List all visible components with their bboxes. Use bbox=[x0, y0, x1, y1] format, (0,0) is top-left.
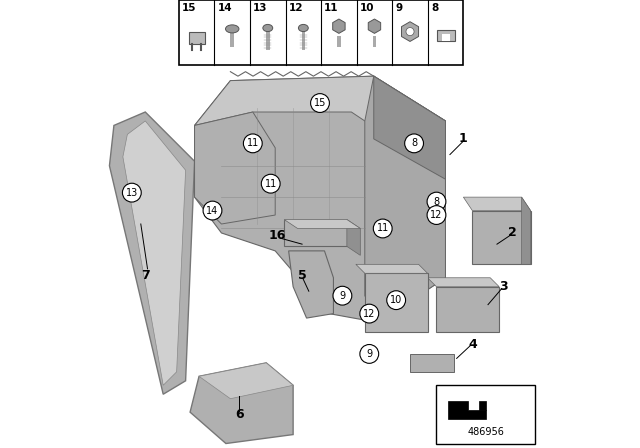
Text: 7: 7 bbox=[141, 269, 150, 282]
Polygon shape bbox=[428, 278, 499, 287]
FancyBboxPatch shape bbox=[301, 28, 305, 50]
Polygon shape bbox=[448, 401, 486, 419]
FancyBboxPatch shape bbox=[230, 29, 234, 47]
Polygon shape bbox=[463, 197, 531, 211]
Polygon shape bbox=[365, 273, 428, 332]
FancyBboxPatch shape bbox=[179, 0, 463, 65]
Text: 9: 9 bbox=[339, 291, 346, 301]
Polygon shape bbox=[472, 211, 531, 264]
FancyBboxPatch shape bbox=[372, 36, 376, 47]
Polygon shape bbox=[347, 220, 360, 255]
Polygon shape bbox=[410, 354, 454, 372]
Polygon shape bbox=[284, 220, 347, 246]
Circle shape bbox=[406, 28, 414, 36]
Text: 14: 14 bbox=[206, 206, 219, 215]
Polygon shape bbox=[195, 76, 445, 125]
Ellipse shape bbox=[298, 24, 308, 31]
Polygon shape bbox=[333, 19, 345, 34]
Text: 3: 3 bbox=[499, 280, 508, 293]
Circle shape bbox=[243, 134, 262, 153]
Text: 11: 11 bbox=[376, 224, 389, 233]
Polygon shape bbox=[190, 363, 293, 444]
Circle shape bbox=[310, 94, 330, 112]
Text: 9: 9 bbox=[396, 3, 403, 13]
Text: 13: 13 bbox=[253, 3, 268, 13]
Circle shape bbox=[404, 134, 424, 153]
Text: 8: 8 bbox=[411, 138, 417, 148]
Text: 15: 15 bbox=[182, 3, 196, 13]
Text: 6: 6 bbox=[235, 408, 244, 421]
Polygon shape bbox=[195, 112, 275, 224]
Polygon shape bbox=[365, 76, 445, 323]
Text: 4: 4 bbox=[468, 338, 477, 352]
Polygon shape bbox=[374, 76, 445, 179]
FancyBboxPatch shape bbox=[266, 28, 269, 50]
Text: 10: 10 bbox=[390, 295, 403, 305]
FancyBboxPatch shape bbox=[337, 36, 340, 47]
Circle shape bbox=[360, 345, 379, 363]
Polygon shape bbox=[123, 121, 186, 385]
Polygon shape bbox=[522, 197, 531, 264]
FancyBboxPatch shape bbox=[189, 33, 205, 44]
Text: 12: 12 bbox=[289, 3, 303, 13]
Text: 1: 1 bbox=[459, 132, 468, 146]
Circle shape bbox=[387, 291, 406, 310]
FancyBboxPatch shape bbox=[436, 30, 454, 42]
Text: 486956: 486956 bbox=[467, 427, 504, 437]
Circle shape bbox=[203, 201, 222, 220]
Polygon shape bbox=[284, 220, 360, 228]
Polygon shape bbox=[109, 112, 195, 394]
Circle shape bbox=[261, 174, 280, 193]
Circle shape bbox=[427, 206, 446, 224]
Text: 5: 5 bbox=[298, 269, 307, 282]
Polygon shape bbox=[436, 287, 499, 332]
Text: 15: 15 bbox=[314, 98, 326, 108]
Circle shape bbox=[122, 183, 141, 202]
Polygon shape bbox=[289, 251, 333, 318]
Text: 8: 8 bbox=[431, 3, 438, 13]
Polygon shape bbox=[368, 19, 381, 34]
Polygon shape bbox=[401, 22, 419, 42]
Polygon shape bbox=[199, 363, 293, 399]
FancyBboxPatch shape bbox=[436, 385, 535, 444]
Text: 8: 8 bbox=[433, 197, 440, 207]
Circle shape bbox=[427, 192, 446, 211]
Ellipse shape bbox=[225, 25, 239, 33]
Polygon shape bbox=[195, 76, 445, 323]
Text: 10: 10 bbox=[360, 3, 374, 13]
Text: 11: 11 bbox=[264, 179, 277, 189]
Text: 13: 13 bbox=[125, 188, 138, 198]
Polygon shape bbox=[479, 401, 486, 410]
Text: 16: 16 bbox=[269, 228, 286, 242]
Text: 12: 12 bbox=[430, 210, 443, 220]
FancyBboxPatch shape bbox=[442, 34, 450, 42]
Circle shape bbox=[360, 304, 379, 323]
Ellipse shape bbox=[263, 24, 273, 31]
Polygon shape bbox=[356, 264, 428, 273]
Text: 9: 9 bbox=[366, 349, 372, 359]
Text: 2: 2 bbox=[508, 226, 517, 240]
Text: 12: 12 bbox=[363, 309, 376, 319]
Text: 11: 11 bbox=[246, 138, 259, 148]
Text: 11: 11 bbox=[324, 3, 339, 13]
Circle shape bbox=[333, 286, 352, 305]
Text: 14: 14 bbox=[218, 3, 232, 13]
Circle shape bbox=[373, 219, 392, 238]
